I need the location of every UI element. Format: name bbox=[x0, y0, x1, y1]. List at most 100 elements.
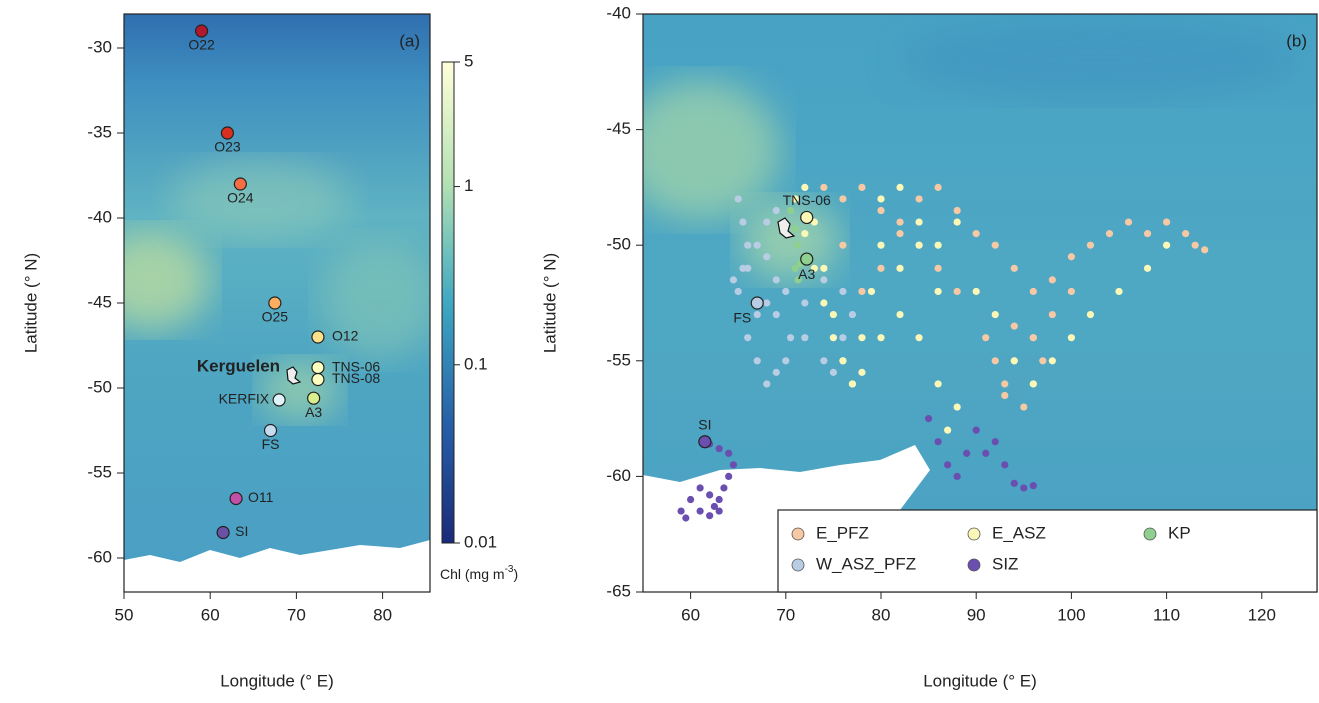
track-point bbox=[1029, 482, 1037, 490]
track-point bbox=[720, 484, 728, 492]
legend-marker bbox=[967, 558, 981, 572]
track-point bbox=[801, 183, 809, 191]
track-point bbox=[782, 287, 790, 296]
track-point bbox=[896, 218, 904, 226]
track-point bbox=[725, 449, 733, 457]
y-tick-label: -55 bbox=[606, 350, 631, 369]
track-point bbox=[734, 195, 742, 203]
track-point bbox=[1010, 479, 1018, 487]
track-point bbox=[1010, 264, 1018, 272]
track-point bbox=[729, 461, 738, 469]
colorbar-label: Chl (mg m-3) bbox=[440, 564, 518, 582]
track-point bbox=[991, 357, 999, 365]
colorbar-tick-label: 0.1 bbox=[464, 354, 488, 373]
track-point bbox=[991, 438, 999, 446]
track-point bbox=[763, 218, 771, 226]
track-point bbox=[991, 241, 999, 249]
colorbar-label-sup: -3 bbox=[505, 564, 514, 575]
legend-box bbox=[777, 509, 1318, 593]
track-point bbox=[763, 380, 771, 388]
track-point bbox=[839, 334, 847, 342]
track-point bbox=[877, 241, 885, 249]
track-point bbox=[706, 491, 714, 499]
track-point bbox=[794, 276, 802, 284]
track-point bbox=[1182, 230, 1190, 238]
track-point bbox=[793, 241, 801, 249]
station-marker bbox=[800, 210, 814, 225]
track-point bbox=[1020, 484, 1028, 492]
track-point bbox=[829, 310, 837, 319]
station-marker bbox=[272, 393, 286, 407]
track-point bbox=[820, 299, 828, 307]
x-tick-label: 80 bbox=[872, 605, 891, 624]
track-point bbox=[1020, 403, 1028, 411]
track-point bbox=[772, 368, 780, 376]
y-tick-label: -45 bbox=[87, 292, 112, 311]
station-marker bbox=[220, 126, 235, 140]
track-point bbox=[953, 218, 961, 226]
station-label: A3 bbox=[798, 266, 815, 282]
station-label: SI bbox=[235, 523, 248, 539]
x-axis-label: Longitude (° E) bbox=[923, 671, 1037, 690]
track-point bbox=[839, 241, 847, 249]
y-tick-label: -55 bbox=[87, 462, 112, 481]
track-point bbox=[896, 230, 904, 238]
track-point bbox=[810, 264, 818, 272]
track-point bbox=[1191, 241, 1199, 249]
station-label: O12 bbox=[332, 328, 359, 344]
x-tick-label: 90 bbox=[967, 605, 986, 624]
track-point bbox=[820, 264, 828, 272]
y-tick-label: -30 bbox=[87, 37, 112, 56]
track-point bbox=[820, 276, 828, 284]
track-point bbox=[972, 287, 980, 296]
legend-marker bbox=[967, 527, 981, 541]
track-point bbox=[848, 310, 857, 319]
legend-marker bbox=[1143, 527, 1157, 541]
track-point bbox=[1124, 218, 1133, 226]
track-point bbox=[1039, 357, 1047, 365]
y-tick-label: -35 bbox=[87, 122, 112, 141]
track-point bbox=[1086, 241, 1095, 249]
track-point bbox=[1067, 253, 1075, 261]
track-point bbox=[848, 380, 857, 388]
station-marker bbox=[268, 296, 282, 310]
track-point bbox=[829, 368, 837, 376]
track-point bbox=[677, 507, 685, 515]
station-label: FS bbox=[733, 310, 751, 326]
track-point bbox=[934, 380, 942, 388]
colorbar-label-end: ) bbox=[513, 566, 518, 582]
station-label: O11 bbox=[248, 489, 274, 505]
track-point bbox=[786, 206, 795, 215]
colorbar-label-text: Chl (mg m bbox=[440, 566, 505, 582]
track-point bbox=[744, 241, 752, 249]
legend-label: E_PFZ bbox=[816, 523, 869, 542]
track-point bbox=[1001, 461, 1009, 469]
station-label: O24 bbox=[227, 190, 254, 206]
track-point bbox=[934, 264, 942, 272]
track-point bbox=[915, 241, 923, 249]
station-marker bbox=[311, 372, 325, 387]
track-point bbox=[682, 514, 690, 522]
station-marker bbox=[698, 435, 712, 449]
track-point bbox=[858, 368, 866, 376]
legend-marker bbox=[791, 527, 805, 541]
y-tick-label: -45 bbox=[606, 119, 631, 138]
x-tick-label: 120 bbox=[1248, 605, 1276, 624]
station-label: TNS-08 bbox=[332, 370, 380, 386]
track-point bbox=[753, 310, 761, 319]
track-point bbox=[924, 415, 933, 423]
annotation: Kerguelen bbox=[197, 356, 280, 375]
station-label: KERFIX bbox=[219, 391, 270, 407]
track-point bbox=[791, 195, 799, 203]
track-point bbox=[715, 445, 723, 453]
track-point bbox=[696, 507, 704, 515]
station-label: A3 bbox=[305, 404, 322, 420]
colorbar bbox=[441, 61, 455, 544]
track-point bbox=[772, 206, 780, 215]
track-point bbox=[877, 334, 885, 342]
track-point bbox=[782, 357, 790, 365]
track-point bbox=[915, 334, 923, 342]
track-point bbox=[696, 484, 704, 492]
